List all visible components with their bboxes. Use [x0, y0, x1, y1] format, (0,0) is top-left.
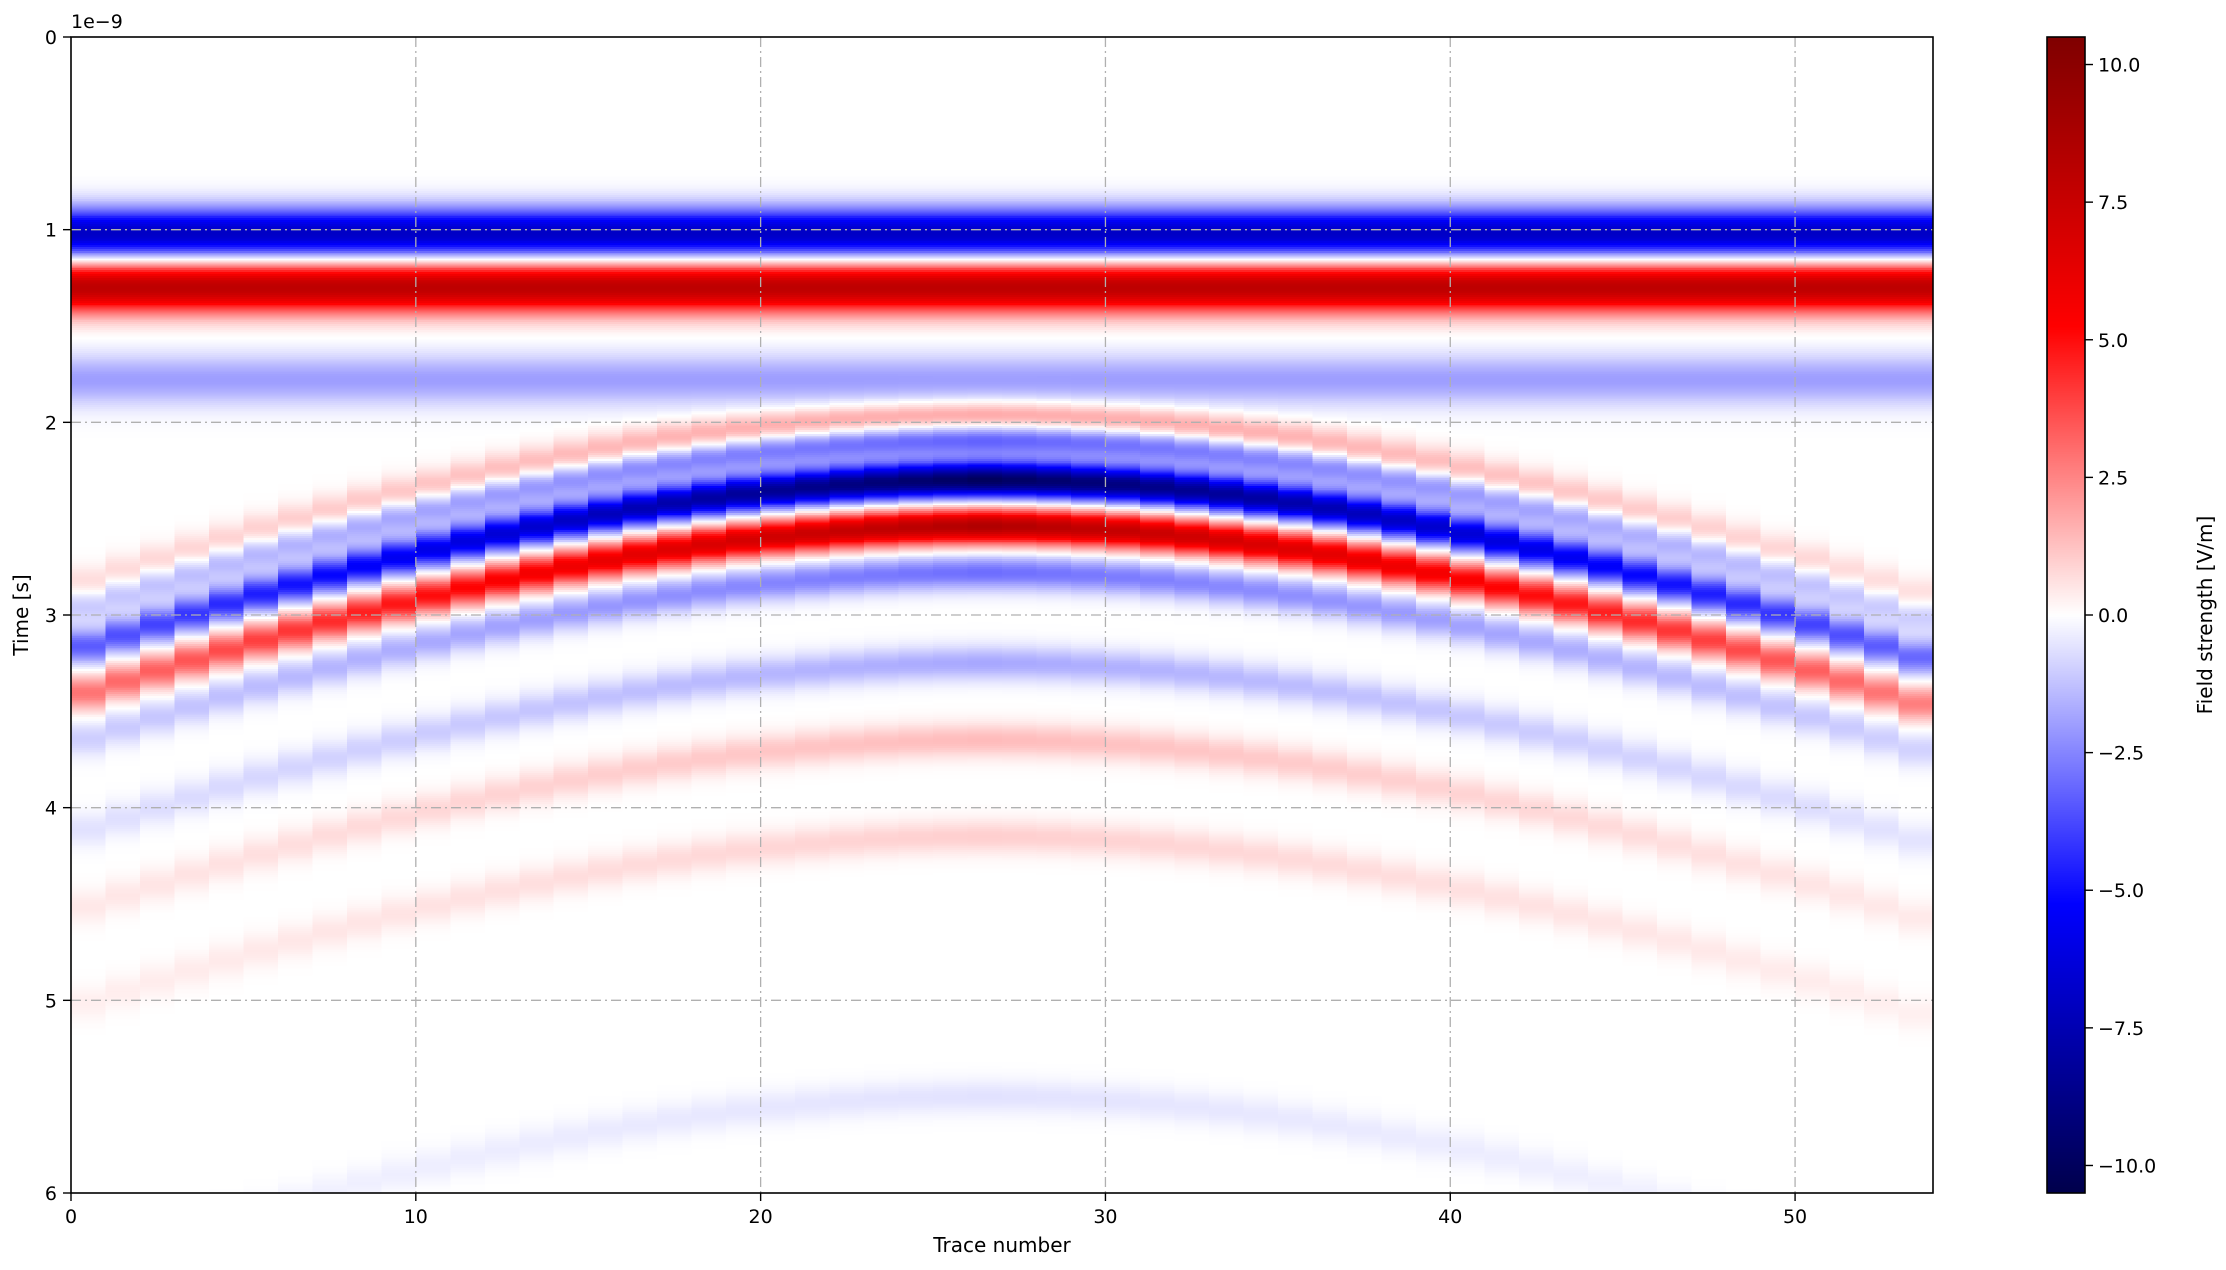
- x-axis-label: Trace number: [932, 1233, 1071, 1257]
- x-tick-label: 30: [1093, 1206, 1117, 1228]
- colorbar-tick-label: −2.5: [2098, 743, 2144, 765]
- plot-area: 0 10 20 30 40 50 0 1 2 3 4 5 6 1e−9 Trace number Ti…: [9, 11, 1934, 1257]
- colorbar-tick-label: 7.5: [2098, 192, 2128, 214]
- colorbar-gradient: [2047, 37, 2085, 1193]
- colorbar-tick-label: 0.0: [2098, 605, 2128, 627]
- colorbar-tick-label: 10.0: [2098, 55, 2140, 77]
- y-axis-offset-label: 1e−9: [71, 11, 123, 33]
- y-axis-ticks: 0 1 2 3 4 5 6: [45, 27, 71, 1205]
- y-tick-label: 5: [45, 990, 57, 1012]
- x-tick-label: 0: [65, 1206, 77, 1228]
- x-tick-label: 10: [404, 1206, 428, 1228]
- y-tick-label: 6: [45, 1183, 57, 1205]
- colorbar-tick-label: −7.5: [2098, 1018, 2144, 1040]
- colorbar-tick-label: 5.0: [2098, 330, 2128, 352]
- y-tick-label: 0: [45, 27, 57, 49]
- grid-lines: [71, 37, 1933, 1193]
- heatmap-image: [71, 37, 1933, 1193]
- colorbar-tick-label: −5.0: [2098, 880, 2144, 902]
- x-tick-label: 20: [749, 1206, 773, 1228]
- y-tick-label: 3: [45, 605, 57, 627]
- colorbar-label: Field strength [V/m]: [2193, 516, 2217, 715]
- colorbar-tick-label: 2.5: [2098, 467, 2128, 489]
- colorbar-ticks: 10.0 7.5 5.0 2.5 0.0 −2.5 −5.0 −7.5 −10.0: [2085, 55, 2156, 1177]
- x-tick-label: 40: [1438, 1206, 1462, 1228]
- y-tick-label: 2: [45, 412, 57, 434]
- colorbar: 10.0 7.5 5.0 2.5 0.0 −2.5 −5.0 −7.5 −10.0 Field …: [2046, 36, 2217, 1194]
- x-axis-ticks: 0 10 20 30 40 50: [65, 1193, 1807, 1228]
- y-tick-label: 1: [45, 220, 57, 242]
- y-axis-label: Time [s]: [9, 574, 33, 656]
- x-tick-label: 50: [1783, 1206, 1807, 1228]
- colorbar-tick-label: −10.0: [2098, 1155, 2156, 1177]
- y-tick-label: 4: [45, 798, 57, 820]
